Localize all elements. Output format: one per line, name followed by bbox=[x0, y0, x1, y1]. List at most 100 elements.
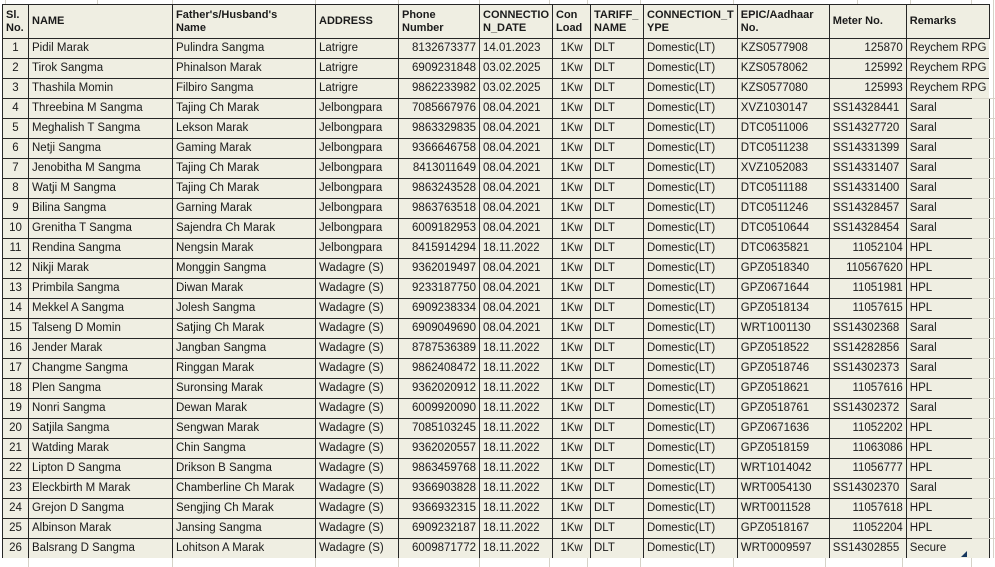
cell-address[interactable]: Wadagre (S) bbox=[315, 258, 399, 279]
cell-sl[interactable]: 8 bbox=[2, 178, 29, 199]
cell-meter[interactable]: SS14331407 bbox=[828, 158, 907, 179]
cell-sl[interactable]: 21 bbox=[2, 438, 29, 459]
cell-tariff[interactable]: DLT bbox=[590, 338, 644, 359]
cell-phone[interactable]: 9862233982 bbox=[398, 78, 480, 99]
cell-conn_date[interactable]: 08.04.2021 bbox=[479, 98, 553, 119]
cell-name[interactable]: Netji Sangma bbox=[28, 138, 173, 159]
cell-conn_type[interactable]: Domestic(LT) bbox=[643, 318, 738, 339]
cell-conn_type[interactable]: Domestic(LT) bbox=[643, 178, 738, 199]
cell-sl[interactable]: 19 bbox=[2, 398, 29, 419]
cell-remarks[interactable]: HPL bbox=[905, 238, 990, 259]
cell-tariff[interactable]: DLT bbox=[590, 218, 644, 239]
cell-conn_date[interactable]: 08.04.2021 bbox=[479, 198, 553, 219]
cell-phone[interactable]: 6909049690 bbox=[398, 318, 480, 339]
cell-meter[interactable]: 11057615 bbox=[828, 298, 907, 319]
cell-address[interactable]: Jelbongpara bbox=[315, 98, 399, 119]
cell-phone[interactable]: 9233187750 bbox=[398, 278, 480, 299]
cell-address[interactable]: Wadagre (S) bbox=[315, 298, 399, 319]
cell-con_load[interactable]: 1Kw bbox=[552, 518, 591, 539]
cell-address[interactable]: Jelbongpara bbox=[315, 178, 399, 199]
cell-con_load[interactable]: 1Kw bbox=[552, 538, 591, 559]
cell-epic[interactable]: GPZ0518761 bbox=[736, 398, 830, 419]
cell-conn_date[interactable]: 08.04.2021 bbox=[479, 218, 553, 239]
cell-remarks[interactable]: HPL bbox=[905, 518, 990, 539]
cell-name[interactable]: Bilina Sangma bbox=[28, 198, 173, 219]
cell-name[interactable]: Albinson Marak bbox=[28, 518, 173, 539]
cell-sl[interactable]: 10 bbox=[2, 218, 29, 239]
cell-conn_date[interactable]: 18.11.2022 bbox=[479, 378, 553, 399]
cell-phone[interactable]: 9362019497 bbox=[398, 258, 480, 279]
cell-name[interactable]: Watji M Sangma bbox=[28, 178, 173, 199]
cell-epic[interactable]: XVZ1030147 bbox=[736, 98, 830, 119]
cell-phone[interactable]: 6009871772 bbox=[398, 538, 480, 559]
cell-conn_type[interactable]: Domestic(LT) bbox=[643, 438, 738, 459]
cell-remarks[interactable]: Reychem RPG bbox=[905, 38, 990, 59]
cell-phone[interactable]: 6909232187 bbox=[398, 518, 480, 539]
cell-con_load[interactable]: 1Kw bbox=[552, 178, 591, 199]
cell-conn_type[interactable]: Domestic(LT) bbox=[643, 398, 738, 419]
cell-father[interactable]: Filbiro Sangma bbox=[172, 78, 316, 99]
cell-name[interactable]: Talseng D Momin bbox=[28, 318, 173, 339]
cell-conn_type[interactable]: Domestic(LT) bbox=[643, 78, 738, 99]
cell-conn_date[interactable]: 08.04.2021 bbox=[479, 318, 553, 339]
cell-phone[interactable]: 6009920090 bbox=[398, 398, 480, 419]
cell-sl[interactable]: 18 bbox=[2, 378, 29, 399]
cell-phone[interactable]: 9362020557 bbox=[398, 438, 480, 459]
cell-sl[interactable]: 13 bbox=[2, 278, 29, 299]
cell-tariff[interactable]: DLT bbox=[590, 178, 644, 199]
cell-meter[interactable]: 125992 bbox=[828, 58, 907, 79]
cell-address[interactable]: Jelbongpara bbox=[315, 118, 399, 139]
column-header-name[interactable]: NAME bbox=[28, 4, 173, 39]
cell-epic[interactable]: KZS0577908 bbox=[736, 38, 830, 59]
cell-father[interactable]: Ringgan Marak bbox=[172, 358, 316, 379]
cell-epic[interactable]: WRT0054130 bbox=[736, 478, 830, 499]
cell-epic[interactable]: XVZ1052083 bbox=[736, 158, 830, 179]
cell-con_load[interactable]: 1Kw bbox=[552, 98, 591, 119]
cell-tariff[interactable]: DLT bbox=[590, 438, 644, 459]
cell-meter[interactable]: SS14328457 bbox=[828, 198, 907, 219]
column-header-conn_date[interactable]: CONNECTIO N_DATE bbox=[479, 4, 553, 39]
cell-name[interactable]: Grejon D Sangma bbox=[28, 498, 173, 519]
cell-sl[interactable]: 24 bbox=[2, 498, 29, 519]
cell-address[interactable]: Wadagre (S) bbox=[315, 438, 399, 459]
cell-conn_type[interactable]: Domestic(LT) bbox=[643, 478, 738, 499]
cell-name[interactable]: Grenitha T Sangma bbox=[28, 218, 173, 239]
cell-con_load[interactable]: 1Kw bbox=[552, 458, 591, 479]
cell-phone[interactable]: 6909238334 bbox=[398, 298, 480, 319]
column-header-tariff[interactable]: TARIFF_ NAME bbox=[590, 4, 644, 39]
cell-con_load[interactable]: 1Kw bbox=[552, 198, 591, 219]
cell-epic[interactable]: GPZ0518746 bbox=[736, 358, 830, 379]
cell-tariff[interactable]: DLT bbox=[590, 138, 644, 159]
cell-conn_type[interactable]: Domestic(LT) bbox=[643, 458, 738, 479]
cell-conn_date[interactable]: 08.04.2021 bbox=[479, 158, 553, 179]
cell-phone[interactable]: 9366646758 bbox=[398, 138, 480, 159]
cell-tariff[interactable]: DLT bbox=[590, 278, 644, 299]
cell-father[interactable]: Tajing Ch Marak bbox=[172, 98, 316, 119]
cell-tariff[interactable]: DLT bbox=[590, 158, 644, 179]
cell-sl[interactable]: 14 bbox=[2, 298, 29, 319]
cell-phone[interactable]: 9863763518 bbox=[398, 198, 480, 219]
cell-conn_type[interactable]: Domestic(LT) bbox=[643, 58, 738, 79]
cell-father[interactable]: Jangban Sangma bbox=[172, 338, 316, 359]
cell-conn_date[interactable]: 08.04.2021 bbox=[479, 278, 553, 299]
cell-meter[interactable]: 11063086 bbox=[828, 438, 907, 459]
cell-tariff[interactable]: DLT bbox=[590, 78, 644, 99]
cell-father[interactable]: Phinalson Marak bbox=[172, 58, 316, 79]
cell-father[interactable]: Chin Sangma bbox=[172, 438, 316, 459]
cell-conn_date[interactable]: 18.11.2022 bbox=[479, 518, 553, 539]
cell-meter[interactable]: 11052204 bbox=[828, 518, 907, 539]
cell-sl[interactable]: 6 bbox=[2, 138, 29, 159]
cell-con_load[interactable]: 1Kw bbox=[552, 138, 591, 159]
cell-epic[interactable]: GPZ0671636 bbox=[736, 418, 830, 439]
cell-con_load[interactable]: 1Kw bbox=[552, 378, 591, 399]
cell-remarks[interactable]: HPL bbox=[905, 458, 990, 479]
cell-con_load[interactable]: 1Kw bbox=[552, 258, 591, 279]
cell-address[interactable]: Wadagre (S) bbox=[315, 418, 399, 439]
cell-address[interactable]: Wadagre (S) bbox=[315, 398, 399, 419]
cell-remarks[interactable]: Saral bbox=[905, 478, 990, 499]
cell-epic[interactable]: DTC0635821 bbox=[736, 238, 830, 259]
cell-epic[interactable]: DTC0511188 bbox=[736, 178, 830, 199]
cell-conn_date[interactable]: 18.11.2022 bbox=[479, 498, 553, 519]
cell-father[interactable]: Pulindra Sangma bbox=[172, 38, 316, 59]
cell-name[interactable]: Plen Sangma bbox=[28, 378, 173, 399]
